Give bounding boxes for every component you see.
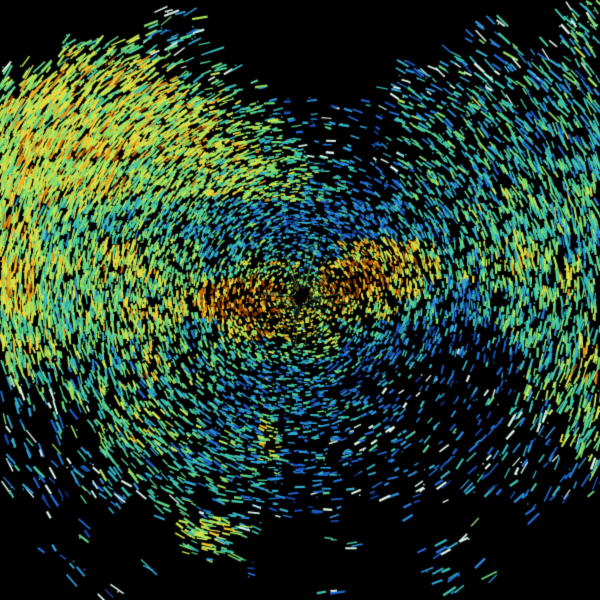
- intensity-map-canvas: [0, 0, 600, 600]
- false-color-intensity-map: [0, 0, 600, 600]
